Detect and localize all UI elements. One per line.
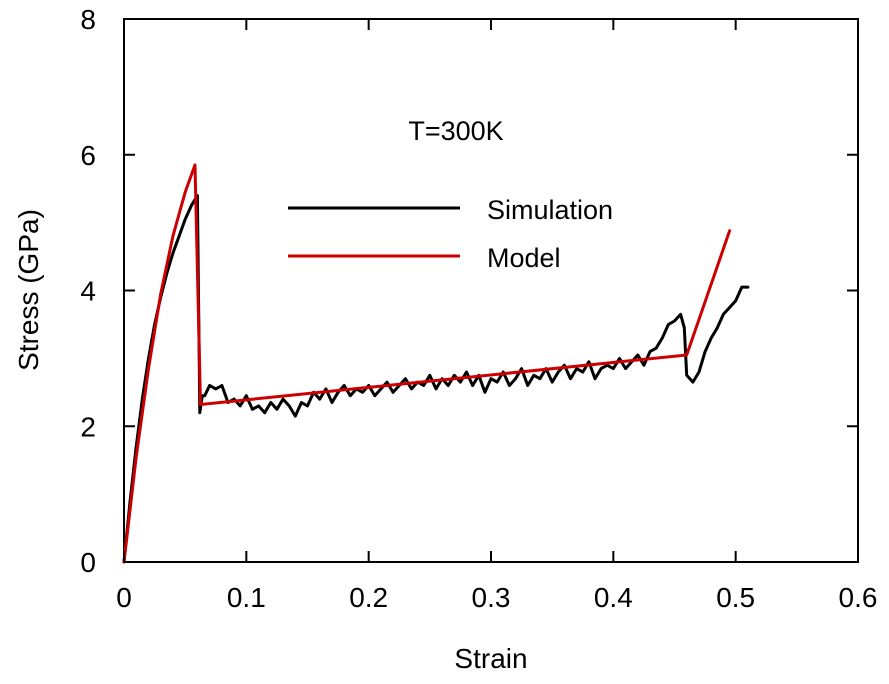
x-tick-label: 0.4: [594, 582, 633, 613]
y-tick-label: 2: [80, 411, 96, 442]
axes-layer: 0 0.1 0.2 0.3 0.4 0.5 0.6 0 2 4 6 8: [80, 4, 877, 613]
x-axis-label: Strain: [454, 643, 527, 674]
y-tick-label: 4: [80, 276, 96, 307]
temperature-annotation: T=300K: [408, 116, 503, 146]
y-axis-label: Stress (GPa): [13, 209, 44, 371]
x-tick-label: 0.1: [227, 582, 266, 613]
series-layer: [122, 163, 750, 564]
legend-label-model: Model: [487, 243, 561, 273]
plot-area: [123, 18, 859, 563]
legend: Simulation Model: [288, 195, 613, 273]
series-line-model: [122, 163, 732, 564]
series-line-simulation: [122, 194, 750, 564]
plot-frame: [123, 18, 859, 563]
y-tick-label: 8: [80, 4, 96, 35]
x-tick-label: 0: [116, 582, 132, 613]
x-tick-label: 0.6: [839, 582, 878, 613]
y-tick-label: 6: [80, 140, 96, 171]
x-tick-label: 0.2: [349, 582, 388, 613]
x-tick-label: 0.3: [472, 582, 511, 613]
legend-label-simulation: Simulation: [487, 195, 613, 225]
y-tick-label: 0: [80, 547, 96, 578]
x-tick-label: 0.5: [716, 582, 755, 613]
